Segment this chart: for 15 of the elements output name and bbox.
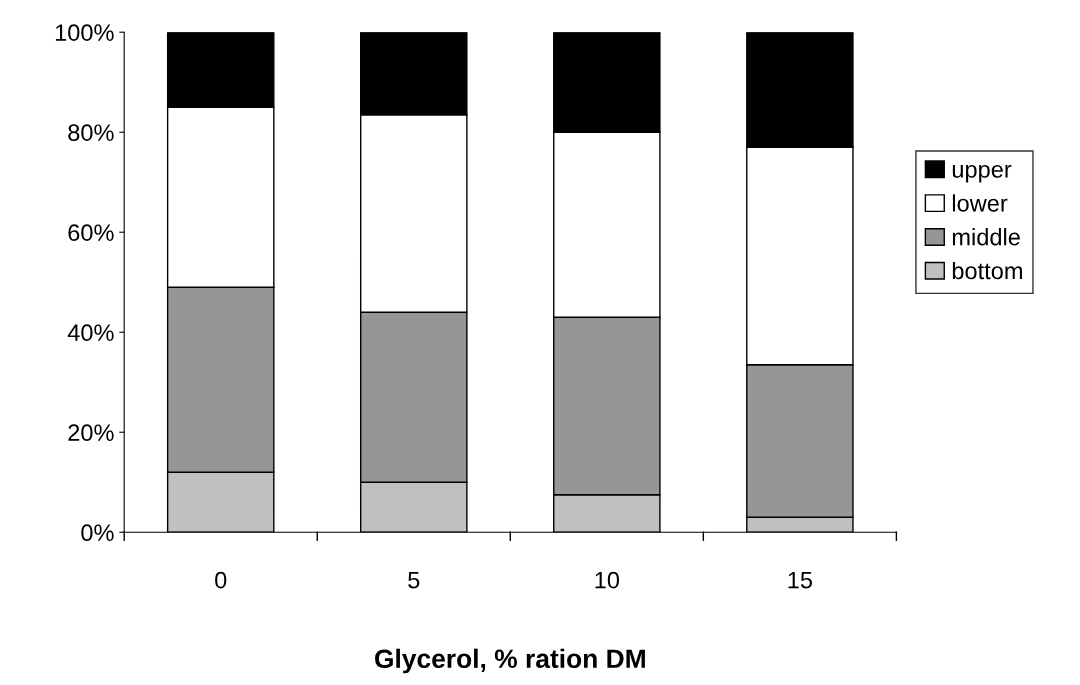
y-tick-label: 20% [68, 424, 114, 442]
legend-label: bottom [952, 261, 1022, 280]
legend-label: lower [952, 194, 1008, 212]
y-tick-label: 60% [68, 224, 114, 241]
legend-label: middle [952, 228, 1020, 246]
x-tick-label: 0 [215, 571, 227, 589]
y-tick-label: 0% [81, 524, 114, 542]
x-tick-label: 10 [595, 571, 620, 589]
y-tick-label: 80% [68, 124, 114, 141]
y-tick-label: 100% [55, 24, 114, 41]
x-tick-label: 5 [408, 572, 420, 589]
x-axis-title: Glycerol, % ration DM [375, 648, 645, 674]
y-tick-label: 40% [67, 324, 114, 342]
x-tick-label: 15 [788, 572, 813, 589]
legend-label: upper [952, 164, 1012, 183]
